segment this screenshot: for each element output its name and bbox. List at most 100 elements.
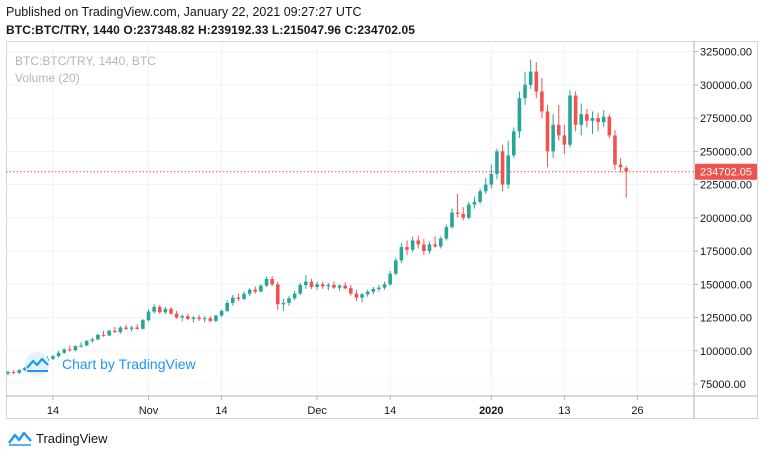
high-label: H: [197, 23, 211, 37]
y-tick-label: 300000.00 [700, 80, 752, 92]
candle-body [11, 372, 16, 374]
candle-body [579, 114, 584, 125]
candle [467, 201, 471, 220]
y-tick-label: 175000.00 [700, 246, 752, 258]
candle [259, 284, 263, 293]
candle-body [500, 151, 505, 185]
candle-body [163, 308, 168, 313]
candle [427, 241, 432, 254]
candle-body [56, 352, 61, 357]
candle-body [540, 91, 544, 112]
candle-body [17, 370, 22, 373]
candle-body [556, 124, 561, 136]
candle-body [253, 289, 258, 292]
ohlc-bar: BTC:BTC/TRY, 1440 O:237348.82 H:239192.3… [6, 23, 415, 37]
candle [472, 196, 477, 209]
candle [405, 240, 409, 256]
candle-body [528, 71, 533, 85]
candle-body [523, 84, 527, 99]
candle [315, 281, 319, 290]
candle-body [225, 302, 229, 311]
candle-body [309, 281, 314, 287]
candle [326, 282, 331, 291]
candle [613, 130, 617, 170]
time-axis[interactable]: 14 Nov 14 Dec 14 2020 13 26 [47, 396, 644, 417]
candle [253, 286, 258, 294]
candle-body [219, 310, 224, 316]
candle [275, 281, 280, 310]
chart-border [6, 41, 758, 419]
candle [551, 114, 555, 159]
candle [332, 281, 336, 289]
candle [247, 288, 252, 297]
candle-body [259, 285, 263, 292]
published-info: Published on TradingView.com, January 22… [6, 5, 362, 19]
candle [410, 236, 415, 253]
candle-body [191, 317, 196, 319]
footer-brand[interactable]: TradingView [8, 430, 108, 446]
footer-brand-text: TradingView [36, 430, 108, 446]
candle-body [568, 95, 572, 145]
candle-body [287, 298, 291, 303]
candle [461, 207, 466, 221]
price-axis[interactable]: 75000.00 100000.00 125000.00 150000.00 17500… [694, 47, 752, 391]
candle [219, 309, 224, 317]
candle-body [613, 135, 617, 165]
candle [231, 294, 235, 306]
candle [365, 289, 370, 297]
candle [506, 140, 510, 189]
candle [528, 59, 533, 89]
candle-body [388, 273, 392, 285]
candle [298, 282, 303, 295]
candle-body [146, 311, 151, 321]
candle [225, 300, 229, 313]
candle [107, 329, 111, 337]
candle [354, 289, 359, 301]
open-label: O: [123, 23, 137, 37]
candle [562, 124, 567, 155]
candle-body [585, 114, 589, 121]
candle-body [590, 118, 595, 121]
x-tick-label: 2020 [479, 405, 503, 417]
candle-body [360, 294, 364, 298]
candle-body [517, 98, 522, 132]
candle [489, 164, 494, 189]
watermark-text: Chart by TradingView [62, 356, 196, 372]
candle-body [433, 244, 437, 247]
low-label: L: [271, 23, 284, 37]
tradingview-watermark[interactable]: Chart by TradingView [25, 352, 196, 376]
candle-body [129, 327, 134, 329]
y-tick-label: 225000.00 [700, 180, 752, 192]
candle-body [197, 317, 201, 319]
tradingview-logo-icon [25, 352, 49, 376]
candle [6, 370, 10, 376]
candle [579, 103, 584, 136]
candle-body [90, 339, 95, 341]
candle [618, 158, 623, 173]
candle-body [444, 227, 449, 239]
candle [388, 271, 392, 286]
candle-body [79, 345, 83, 347]
candle-body [152, 306, 156, 312]
candle [343, 282, 347, 290]
candle-body [107, 330, 111, 336]
candle-body [247, 289, 252, 294]
candle [264, 276, 269, 287]
candle-body [343, 285, 347, 289]
candle-body [495, 151, 499, 174]
candle [304, 275, 308, 289]
candle-body [292, 293, 297, 299]
candle [214, 314, 218, 323]
candle [157, 304, 162, 314]
candle [360, 292, 364, 303]
tradingview-logo-icon [8, 431, 32, 446]
candle [607, 114, 612, 139]
candle-body [416, 240, 421, 245]
candlestick-chart[interactable]: 75000.00 100000.00 125000.00 150000.00 17500… [6, 41, 758, 419]
candle-body [410, 240, 415, 250]
candle-body [264, 278, 269, 286]
candle-body [534, 71, 539, 92]
y-tick-label: 275000.00 [700, 113, 752, 125]
candle [236, 293, 241, 301]
candle [517, 91, 522, 139]
